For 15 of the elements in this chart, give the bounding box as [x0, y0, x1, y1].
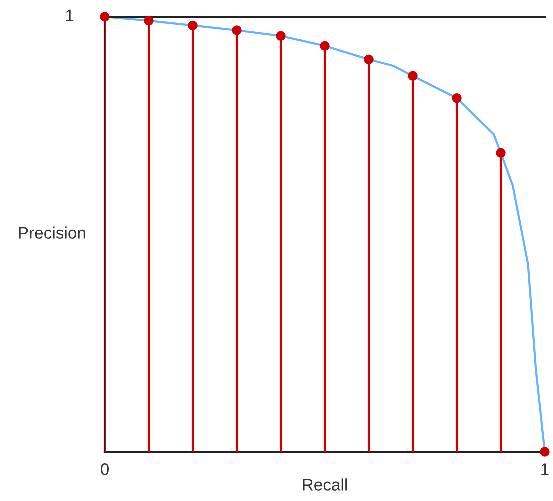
point: [496, 148, 506, 158]
text: 1: [66, 10, 74, 22]
point: [144, 16, 154, 26]
x-axis-title: Recall: [303, 478, 348, 491]
point: [540, 447, 550, 457]
point: [408, 71, 418, 82]
point: [320, 41, 330, 52]
point: [232, 26, 242, 36]
point: [364, 54, 374, 64]
point: [100, 12, 110, 22]
point: [188, 20, 198, 31]
point: [276, 31, 286, 41]
y-axis-title: Precision: [19, 226, 86, 239]
x-tick-label: 0: [101, 464, 109, 476]
point: [452, 93, 462, 104]
